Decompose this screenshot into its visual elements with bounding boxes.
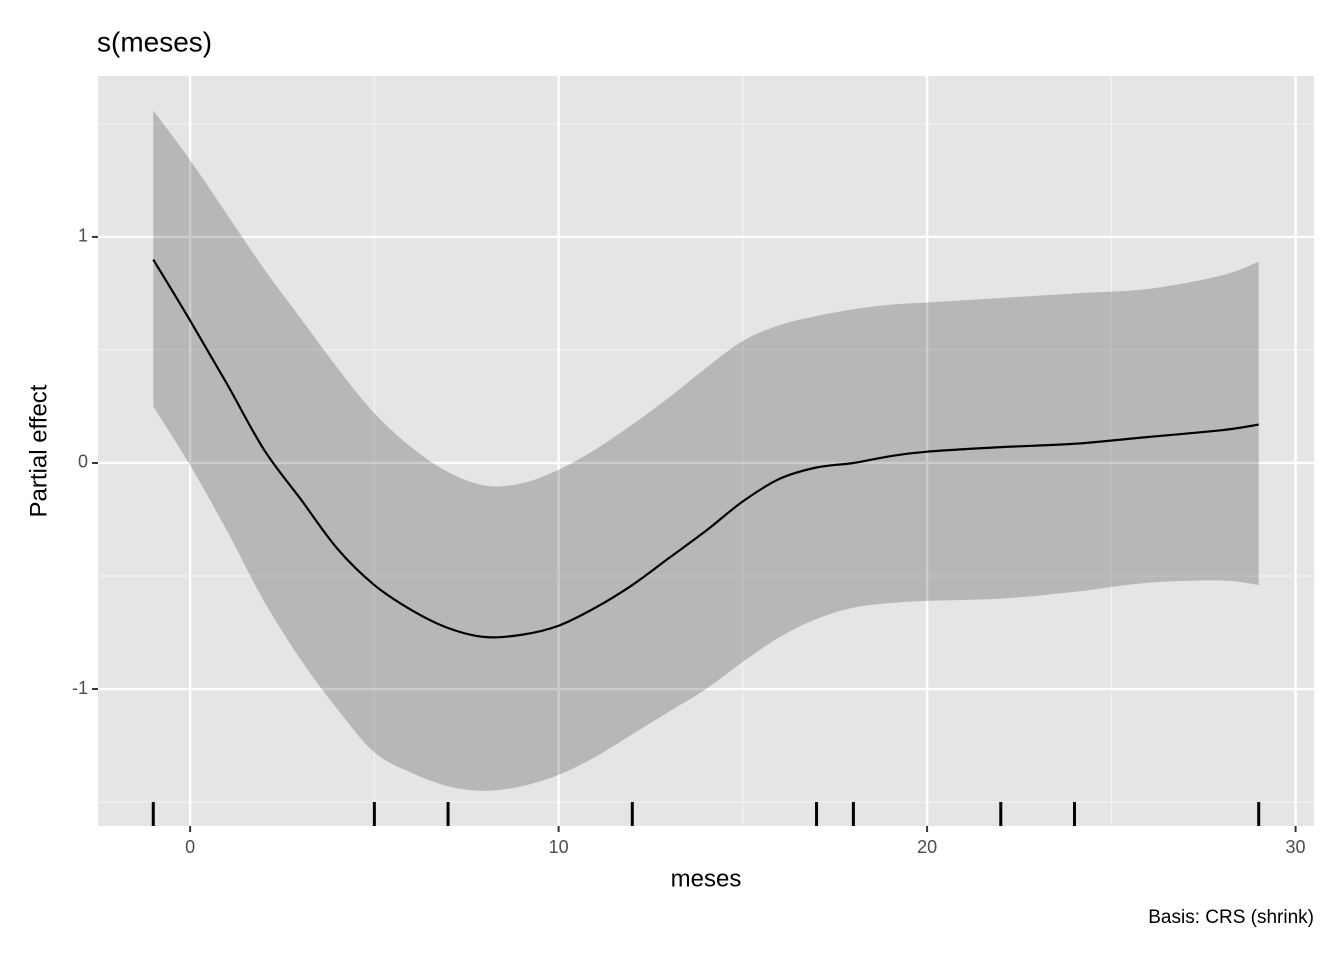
x-axis-title: meses [671,865,742,892]
x-tick-label: 30 [1286,837,1306,857]
fit-line [152,258,1259,639]
y-tick-label: -1 [72,678,88,698]
caption: Basis: CRS (shrink) [1148,907,1314,928]
x-tick-label: 10 [549,837,569,857]
y-tick-label: 0 [78,452,88,472]
x-tick-label: 20 [917,837,937,857]
chart-title: s(meses) [97,26,212,57]
x-tick-label: 0 [185,837,195,857]
y-tick-label: 1 [78,226,88,246]
y-axis-title: Partial effect [25,384,52,517]
